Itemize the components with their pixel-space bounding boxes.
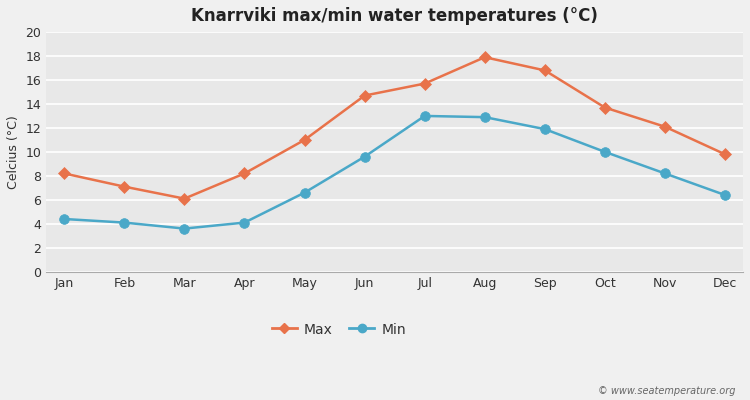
Legend: Max, Min: Max, Min	[266, 317, 412, 342]
Max	[721, 152, 730, 157]
Min	[601, 150, 610, 154]
Max	[240, 171, 249, 176]
Line: Max: Max	[60, 53, 729, 203]
Text: © www.seatemperature.org: © www.seatemperature.org	[598, 386, 735, 396]
Max	[180, 196, 189, 201]
Min	[300, 190, 309, 195]
Max	[661, 124, 670, 129]
Min	[480, 115, 489, 120]
Min	[540, 127, 549, 132]
Max	[60, 171, 69, 176]
Min	[420, 114, 429, 118]
Line: Min: Min	[59, 111, 730, 234]
Min	[60, 216, 69, 221]
Min	[360, 154, 369, 159]
Min	[661, 171, 670, 176]
Min	[240, 220, 249, 225]
Max	[540, 68, 549, 73]
Max	[300, 138, 309, 142]
Max	[420, 81, 429, 86]
Min	[721, 193, 730, 198]
Min	[120, 220, 129, 225]
Title: Knarrviki max/min water temperatures (°C): Knarrviki max/min water temperatures (°C…	[191, 7, 598, 25]
Y-axis label: Celcius (°C): Celcius (°C)	[7, 115, 20, 189]
Min	[180, 226, 189, 231]
Max	[360, 93, 369, 98]
Max	[120, 184, 129, 189]
Max	[480, 55, 489, 60]
Max	[601, 105, 610, 110]
